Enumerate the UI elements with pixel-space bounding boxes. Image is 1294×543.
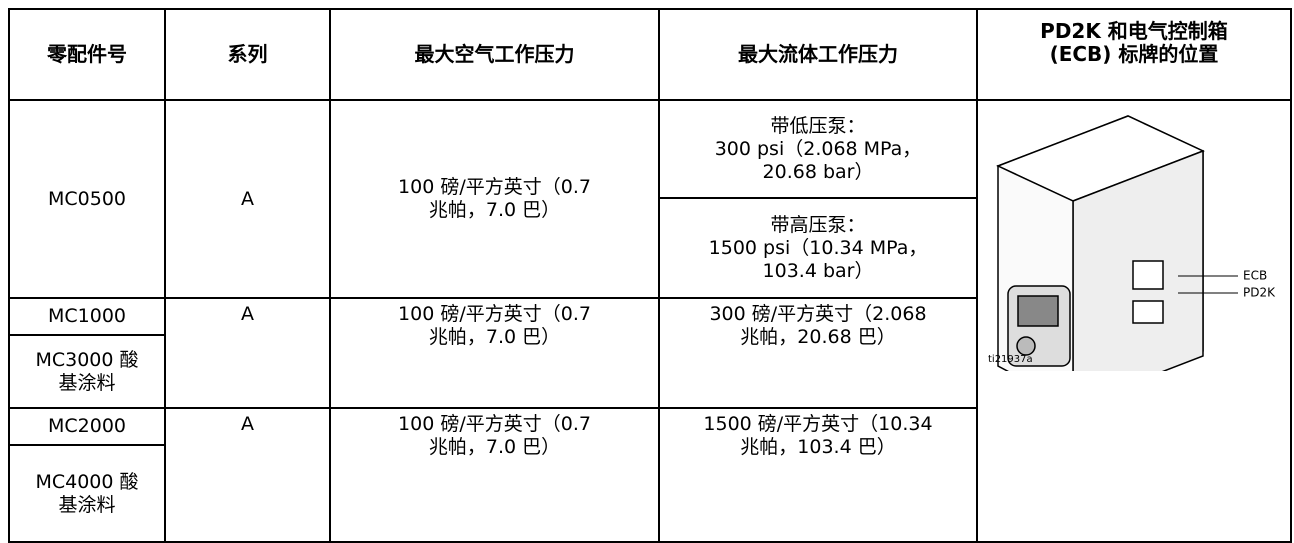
cell-line: 兆帕，103.4 巴） xyxy=(740,436,896,458)
cell-line: 零配件号 xyxy=(47,42,127,66)
cell-line: 基涂料 xyxy=(58,493,116,516)
cell-line: 300 磅/平方英寸（2.068 xyxy=(709,303,927,325)
cell-line: MC1000 xyxy=(47,305,126,327)
air-pressure-cell: 100 磅/平方英寸（0.7 兆帕，7.0 巴） xyxy=(329,99,660,299)
callout-label: PD2K xyxy=(1243,286,1276,300)
part-number-cell: MC2000 xyxy=(8,407,166,446)
series-cell: A xyxy=(164,407,331,543)
header-cell: 最大空气工作压力 xyxy=(329,8,660,101)
cell-line: 20.68 bar） xyxy=(762,160,874,183)
header-cell: 零配件号 xyxy=(8,8,166,101)
cell-line: 100 磅/平方英寸（0.7 xyxy=(398,413,591,435)
cell-line: 最大流体工作压力 xyxy=(738,42,898,66)
figure-cell: ECB PD2K ti21937a xyxy=(976,99,1292,543)
fluid-pressure-cell: 带高压泵： 1500 psi（10.34 MPa， 103.4 bar） xyxy=(658,197,978,299)
cell-line: 1500 磅/平方英寸（10.34 xyxy=(703,413,933,435)
cell-line: 103.4 bar） xyxy=(762,259,874,282)
series-cell: A xyxy=(164,99,331,299)
figure-id: ti21937a xyxy=(988,354,1033,365)
cell-line: PD2K 和电气控制箱 xyxy=(1040,19,1228,43)
fluid-pressure-cell: 1500 磅/平方英寸（10.34 兆帕，103.4 巴） xyxy=(658,407,978,543)
cell-line: 基涂料 xyxy=(58,371,116,394)
cell-line: 兆帕，7.0 巴） xyxy=(428,326,561,348)
cell-line: 300 psi（2.068 MPa， xyxy=(714,137,922,160)
header-row: 零配件号 系列 最大空气工作压力 最大流体工作压力 PD2K 和电气控制箱 (ECB) 标… xyxy=(8,8,1292,101)
table-row: MC3000 酸基涂料 xyxy=(8,334,1291,409)
cell-line: 系列 xyxy=(227,42,268,66)
spec-table: 零配件号 系列 最大空气工作压力 最大流体工作压力 PD2K 和电气控制箱 (ECB) 标… xyxy=(8,8,1292,543)
cell-line: 最大空气工作压力 xyxy=(414,42,575,66)
fluid-pressure-cell: 带低压泵： 300 psi（2.068 MPa， 20.68 bar） xyxy=(658,99,978,199)
cell-line: (ECB) 标牌的位置 xyxy=(1049,42,1219,66)
cell-line: 1500 psi（10.34 MPa， xyxy=(708,236,928,259)
part-number-cell: MC1000 xyxy=(8,297,166,336)
cell-line: 带高压泵： xyxy=(770,213,866,236)
part-number-cell: MC0500 xyxy=(8,99,166,299)
cabinet xyxy=(996,115,1205,408)
table-row: MC0500 A 100 磅/平方英寸（0.7 兆帕，7.0 巴） 带低压泵： 300 p… xyxy=(8,99,1292,543)
cell-line: MC2000 xyxy=(47,415,126,437)
header-cell: 最大流体工作压力 xyxy=(658,8,978,101)
table-row: 带高压泵： 1500 psi（10.34 MPa， 103.4 bar） xyxy=(9,197,1291,299)
cell-line: 100 磅/平方英寸（0.7 xyxy=(398,303,591,325)
table-row: MC4000 酸基涂料 xyxy=(8,444,1291,543)
cell-line: MC3000 酸 xyxy=(35,348,139,371)
cell-line: 兆帕，20.68 巴） xyxy=(740,326,896,348)
cell-line: MC0500 xyxy=(47,187,126,210)
callout-label: ECB xyxy=(1243,269,1267,283)
header-cell: 系列 xyxy=(164,8,331,101)
cell-line: 带低压泵： xyxy=(770,114,866,137)
header-cell: PD2K 和电气控制箱 (ECB) 标牌的位置 xyxy=(976,8,1292,101)
air-pressure-cell: 100 磅/平方英寸（0.7 兆帕，7.0 巴） xyxy=(329,407,660,543)
cell-line: 100 磅/平方英寸（0.7 xyxy=(398,176,591,198)
cell-line: 兆帕，7.0 巴） xyxy=(428,199,561,221)
ecb-illustration: ECB PD2K ti21937a xyxy=(988,115,1276,408)
series-cell: A xyxy=(164,297,331,409)
part-number-cell: MC4000 酸基涂料 xyxy=(8,444,166,543)
fluid-pressure-cell: 300 磅/平方英寸（2.068 兆帕，20.68 巴） xyxy=(658,297,978,409)
air-pressure-cell: 100 磅/平方英寸（0.7 兆帕，7.0 巴） xyxy=(329,297,660,409)
part-number-cell: MC3000 酸基涂料 xyxy=(8,334,166,409)
cell-line: 兆帕，7.0 巴） xyxy=(428,436,561,458)
table-row: MC2000 A 100 磅/平方英寸（0.7 兆帕，7.0 巴） 1500 磅/平方英… xyxy=(8,407,1291,543)
table-row: MC1000 A 100 磅/平方英寸（0.7 兆帕，7.0 巴） 300 磅/平方英寸… xyxy=(8,297,1291,409)
cell-line: MC4000 酸 xyxy=(35,470,139,493)
